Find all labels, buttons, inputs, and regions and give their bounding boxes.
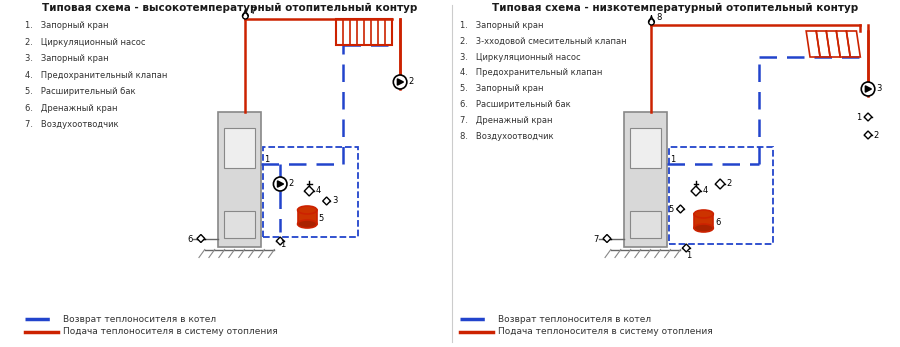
Text: 5: 5 — [319, 214, 324, 223]
Text: 1: 1 — [264, 155, 269, 164]
Text: 2.   Циркуляционный насос: 2. Циркуляционный насос — [25, 37, 146, 46]
Bar — [630, 211, 661, 238]
Text: Подача теплоносителя в систему отопления: Подача теплоносителя в систему отопления — [63, 328, 277, 337]
Text: 8.   Воздухоотводчик: 8. Воздухоотводчик — [460, 132, 554, 141]
Ellipse shape — [298, 220, 317, 228]
Text: 3: 3 — [332, 196, 338, 205]
Text: 2.   3-хходовой смесительный клапан: 2. 3-хходовой смесительный клапан — [460, 37, 626, 46]
Bar — [630, 128, 661, 168]
Text: 7.   Воздухоотводчик: 7. Воздухоотводчик — [25, 120, 119, 129]
Text: 5.   Запорный кран: 5. Запорный кран — [460, 84, 544, 93]
Text: 1.   Запорный кран: 1. Запорный кран — [460, 21, 544, 30]
Bar — [625, 111, 667, 246]
Bar — [224, 128, 255, 168]
Polygon shape — [677, 205, 684, 213]
Polygon shape — [304, 186, 314, 196]
Text: 7.   Дренажный кран: 7. Дренажный кран — [460, 116, 553, 125]
Text: 2: 2 — [874, 131, 879, 140]
Polygon shape — [691, 186, 701, 196]
Bar — [694, 214, 714, 228]
Text: 4.   Предохранительный клапан: 4. Предохранительный клапан — [25, 70, 167, 79]
Polygon shape — [277, 181, 284, 187]
Ellipse shape — [694, 224, 714, 232]
Circle shape — [242, 13, 248, 19]
Text: 8: 8 — [656, 13, 662, 22]
Text: Типовая схема - низкотемпературный отопительный контур: Типовая схема - низкотемпературный отопи… — [491, 3, 858, 13]
Text: 1.   Запорный кран: 1. Запорный кран — [25, 21, 108, 30]
Text: 2: 2 — [289, 179, 294, 188]
Polygon shape — [864, 113, 872, 121]
Polygon shape — [276, 237, 284, 245]
Ellipse shape — [694, 210, 714, 218]
Polygon shape — [398, 79, 403, 85]
Text: Типовая схема - высокотемпературный отопительный контур: Типовая схема - высокотемпературный отоп… — [42, 3, 418, 13]
Polygon shape — [864, 131, 872, 139]
Text: 5: 5 — [669, 205, 674, 214]
Text: 6.   Расширительный бак: 6. Расширительный бак — [460, 100, 571, 109]
Text: 3: 3 — [877, 84, 882, 93]
Text: Подача теплоносителя в систему отопления: Подача теплоносителя в систему отопления — [498, 328, 713, 337]
Circle shape — [274, 177, 287, 191]
Bar — [224, 211, 255, 238]
Polygon shape — [716, 179, 724, 189]
Text: 7: 7 — [593, 235, 598, 244]
Text: 3.   Циркуляционный насос: 3. Циркуляционный насос — [460, 53, 580, 62]
Text: 6: 6 — [187, 235, 193, 244]
Polygon shape — [323, 197, 330, 205]
Bar — [219, 111, 261, 246]
Polygon shape — [682, 244, 690, 252]
Text: 4: 4 — [703, 186, 708, 195]
Polygon shape — [197, 235, 205, 243]
Text: 4.   Предохранительный клапан: 4. Предохранительный клапан — [460, 68, 602, 77]
Circle shape — [861, 82, 875, 96]
Bar — [263, 147, 357, 237]
Text: 1: 1 — [280, 240, 285, 249]
Text: 7: 7 — [250, 7, 256, 16]
Text: 5.   Расширительный бак: 5. Расширительный бак — [25, 87, 136, 96]
Text: 1: 1 — [670, 155, 675, 164]
Text: 1: 1 — [857, 113, 861, 122]
Polygon shape — [865, 86, 871, 92]
Text: 2: 2 — [727, 179, 732, 188]
Text: Возврат теплоносителя в котел: Возврат теплоносителя в котел — [63, 314, 216, 323]
Text: 4: 4 — [316, 186, 321, 195]
Circle shape — [649, 19, 654, 25]
Bar — [298, 210, 317, 224]
Text: 1: 1 — [687, 251, 691, 260]
Bar — [337, 19, 392, 45]
Bar — [669, 147, 773, 244]
Text: Возврат теплоносителя в котел: Возврат теплоносителя в котел — [498, 314, 651, 323]
Text: 6.   Дренажный кран: 6. Дренажный кран — [25, 103, 117, 112]
Circle shape — [393, 75, 407, 89]
Text: 2: 2 — [409, 77, 414, 86]
Ellipse shape — [298, 206, 317, 214]
Text: 3.   Запорный кран: 3. Запорный кран — [25, 54, 109, 63]
Text: 6: 6 — [716, 218, 721, 227]
Polygon shape — [603, 235, 611, 243]
